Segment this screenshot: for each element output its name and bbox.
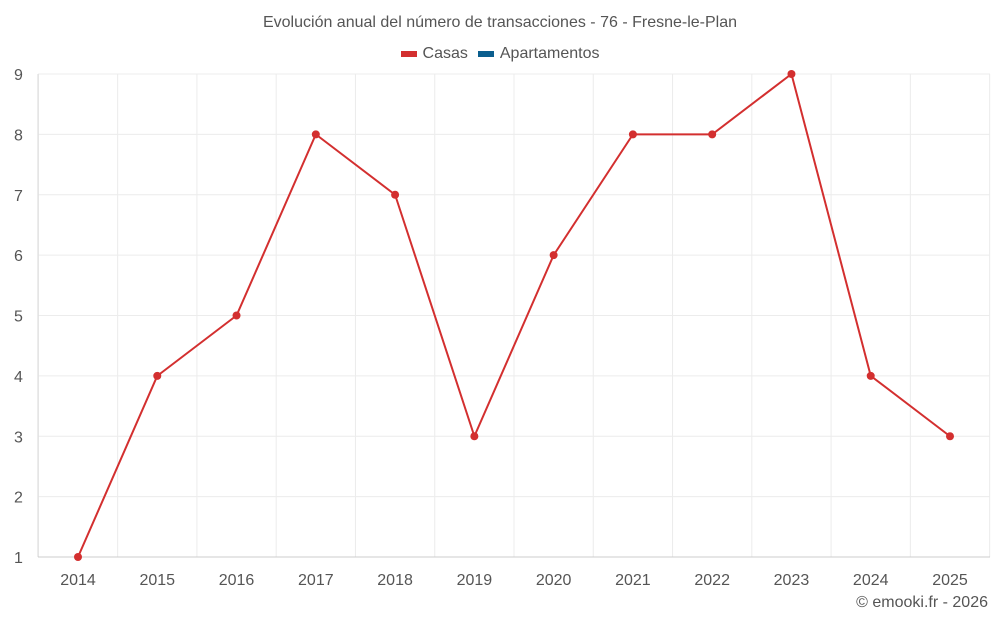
x-tick-label: 2023	[774, 572, 810, 589]
series-line-casas	[77, 73, 951, 558]
legend: Casas Apartamentos	[0, 45, 1000, 63]
x-tick-label: 2019	[457, 572, 493, 589]
x-tick-label: 2022	[694, 572, 730, 589]
y-tick-label: 2	[14, 490, 23, 507]
y-tick-label: 6	[14, 248, 23, 265]
data-point	[866, 371, 875, 380]
legend-label-apartamentos: Apartamentos	[499, 45, 600, 62]
credit-text: © emooki.fr - 2026	[856, 594, 988, 611]
data-point	[391, 190, 400, 199]
data-point	[787, 70, 796, 78]
x-tick-label: 2020	[536, 572, 572, 589]
x-tick-label: 2024	[853, 572, 889, 589]
legend-swatch-casas	[400, 51, 417, 57]
x-tick-label: 2025	[932, 572, 968, 589]
x-tick-label: 2017	[298, 572, 334, 589]
legend-item-apartamentos[interactable]: Apartamentos	[477, 45, 600, 63]
y-tick-label: 8	[14, 127, 23, 144]
data-point	[232, 311, 241, 320]
x-tick-label: 2018	[377, 572, 413, 589]
legend-item-casas[interactable]: Casas	[400, 45, 468, 63]
data-point	[628, 130, 637, 139]
legend-label-casas: Casas	[422, 45, 468, 62]
x-tick-label: 2016	[219, 572, 255, 589]
x-tick-label: 2015	[139, 572, 175, 589]
data-point	[549, 251, 558, 260]
x-tick-label: 2014	[60, 572, 96, 589]
data-point	[470, 432, 479, 441]
y-tick-label: 3	[14, 429, 23, 446]
x-tick-label: 2021	[615, 572, 651, 589]
y-tick-label: 7	[14, 188, 23, 205]
y-tick-label: 1	[14, 550, 23, 567]
data-point	[153, 371, 162, 380]
data-point	[74, 553, 82, 561]
data-point	[311, 130, 320, 139]
data-point	[708, 130, 717, 139]
y-tick-label: 4	[14, 369, 23, 386]
chart-title: Evolución anual del número de transaccio…	[262, 14, 738, 31]
legend-swatch-apartamentos	[477, 51, 494, 57]
y-tick-label: 5	[14, 309, 23, 326]
data-point	[946, 432, 954, 441]
y-tick-label: 9	[14, 67, 23, 84]
